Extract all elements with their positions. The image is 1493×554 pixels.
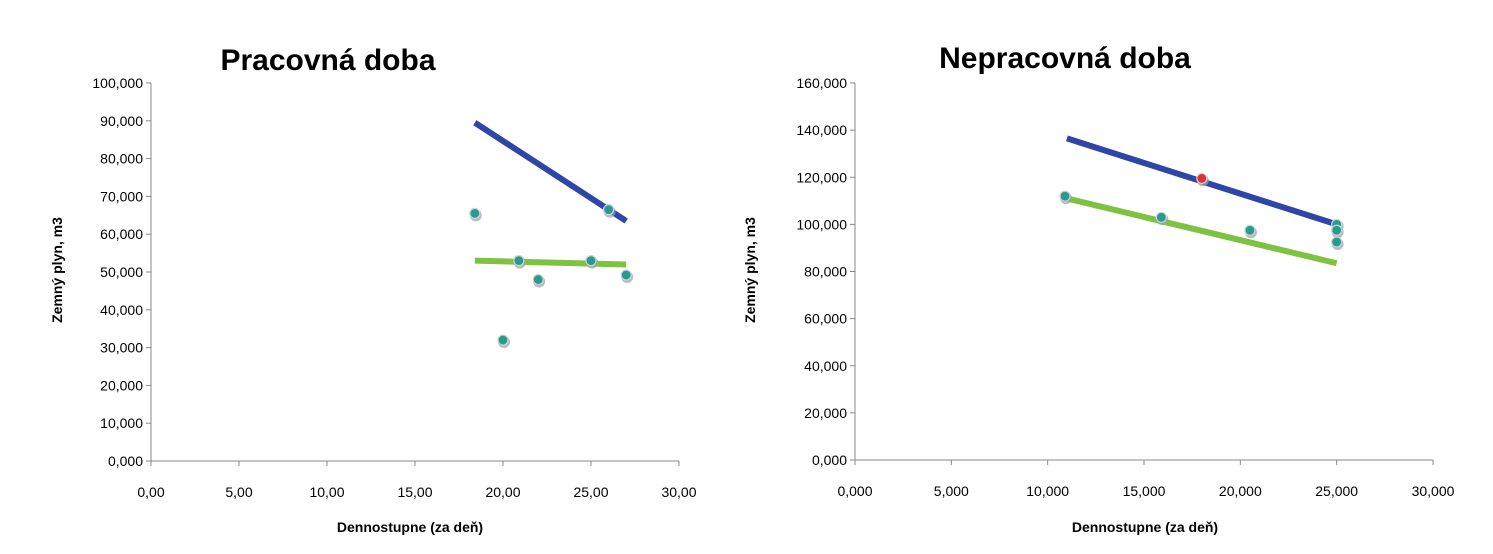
x-axis-label: Dennostupne (za deň): [337, 519, 483, 535]
data-point: [532, 273, 544, 286]
y-tick-label: 10,000: [100, 415, 143, 431]
data-point: [620, 269, 632, 281]
y-tick-label: 100,000: [92, 75, 143, 91]
x-tick-label: 25,000: [1315, 483, 1358, 499]
x-tick-label: 20,00: [485, 484, 520, 500]
y-tick-label: 40,000: [100, 302, 143, 318]
y-tick-label: 100,000: [796, 216, 847, 232]
chart-title: Nepracovná doba: [939, 42, 1191, 75]
y-axis-label: Zemný plyn, m3: [49, 217, 65, 323]
y-tick-label: 20,000: [804, 405, 847, 421]
x-ticks: 0,000 5,000 10,000 15,000 20,000 25,000 30,000: [837, 460, 1455, 499]
chart-nepracovna-doba: Nepracovná doba Dennostupne (za deň) Zem…: [742, 42, 1455, 535]
y-tick-label: 20,000: [100, 377, 143, 393]
y-tick-label: 60,000: [100, 226, 143, 242]
data-point: [513, 255, 525, 267]
y-tick-label: 0,000: [812, 452, 847, 468]
chart-pracovna-doba: Pracovná doba Dennostupne (za deň) Zemný…: [49, 44, 697, 535]
x-tick-label: 15,00: [397, 484, 432, 500]
y-tick-label: 160,000: [796, 75, 847, 91]
y-tick-label: 0,000: [108, 453, 143, 469]
x-tick-label: 10,00: [309, 484, 344, 500]
x-tick-label: 30,00: [661, 484, 696, 500]
data-points: [469, 204, 634, 349]
data-point: [1331, 236, 1343, 248]
trend-line: [473, 120, 628, 224]
x-tick-label: 20,000: [1219, 483, 1262, 499]
y-tick-label: 140,000: [796, 122, 847, 138]
y-tick-label: 80,000: [804, 264, 847, 280]
data-point: [1196, 172, 1208, 185]
axes: [150, 83, 679, 462]
axes: [854, 83, 1433, 461]
data-point: [1155, 211, 1167, 223]
data-point: [1331, 224, 1343, 236]
y-tick-label: 90,000: [100, 113, 143, 129]
x-ticks: 0,00 5,00 10,00 15,00 20,00 25,00 30,00: [137, 461, 697, 500]
x-tick-label: 25,00: [573, 484, 608, 500]
y-tick-label: 50,000: [100, 264, 143, 280]
data-point: [585, 255, 597, 267]
data-point: [602, 204, 615, 216]
x-tick-label: 10,000: [1026, 483, 1069, 499]
data-point: [1059, 190, 1071, 202]
y-tick-label: 30,000: [100, 340, 143, 356]
y-ticks: 0,000 10,000 20,000 30,000 40,000 50,000 60,00…: [92, 75, 151, 469]
trend-line: [1066, 195, 1338, 267]
y-tick-label: 40,000: [804, 358, 847, 374]
trend-line: [474, 257, 627, 268]
data-point: [469, 207, 481, 220]
y-tick-label: 60,000: [804, 311, 847, 327]
x-axis-label: Dennostupne (za deň): [1072, 519, 1218, 535]
data-point: [497, 334, 509, 346]
x-tick-label: 5,00: [225, 484, 252, 500]
chart-title: Pracovná doba: [220, 44, 435, 77]
y-axis-label: Zemný plyn, m3: [742, 217, 758, 323]
y-tick-label: 80,000: [100, 151, 143, 167]
x-tick-label: 30,000: [1412, 483, 1455, 499]
x-tick-label: 0,00: [137, 484, 164, 500]
x-tick-label: 5,000: [934, 483, 969, 499]
trend-lines: [473, 120, 628, 268]
x-tick-label: 0,000: [837, 483, 872, 499]
data-point: [1244, 224, 1256, 236]
y-ticks: 0,000 20,000 40,000 60,000 80,000 100,000 120,…: [796, 75, 855, 468]
y-tick-label: 120,000: [796, 169, 847, 185]
y-tick-label: 70,000: [100, 188, 143, 204]
trend-lines: [1066, 135, 1338, 267]
data-points: [1059, 172, 1344, 251]
x-tick-label: 15,000: [1123, 483, 1166, 499]
